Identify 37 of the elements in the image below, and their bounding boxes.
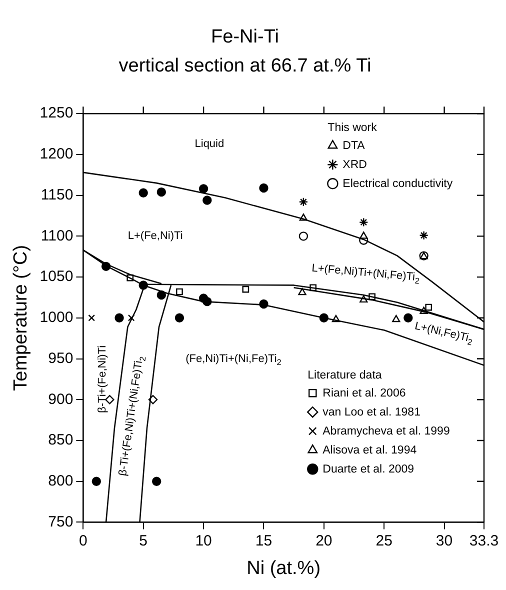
annotation: β-Ti+(Fe,Ni)Ti <box>96 345 108 413</box>
annotation: This work <box>328 122 378 134</box>
y-axis-title: Temperature (°C) <box>10 244 32 391</box>
chart-subtitle: vertical section at 66.7 at.% Ti <box>118 55 372 76</box>
annotation: L+(Fe,Ni)Ti <box>128 230 183 242</box>
y-tick-label: 1100 <box>40 227 74 244</box>
x-tick-label: 33.3 <box>469 532 499 550</box>
annotation: Liquid <box>194 138 224 150</box>
legend-label: Alisova et al. 1994 <box>322 444 418 456</box>
legend-label: Abramycheva et al. 1999 <box>322 425 450 438</box>
y-tick-label: 850 <box>48 432 74 449</box>
legend-label: Riani et al. 2006 <box>322 387 406 400</box>
x-tick-label: 30 <box>436 532 453 550</box>
y-tick-label: 1000 <box>40 309 74 326</box>
x-tick-label: 25 <box>376 532 392 550</box>
legend-label: XRD <box>342 158 367 171</box>
x-tick-label: 5 <box>139 532 148 550</box>
y-tick-label: 800 <box>48 472 74 490</box>
x-tick-label: 15 <box>255 532 272 550</box>
y-tick-label: 1250 <box>40 104 74 122</box>
y-tick-label: 950 <box>48 350 74 367</box>
legend-label: DTA <box>342 140 366 152</box>
chart-title: Fe-Ni-Ti <box>211 26 279 48</box>
y-tick-label: 1200 <box>40 146 74 163</box>
x-tick-label: 20 <box>316 532 332 550</box>
legend-label: Electrical conductivity <box>342 178 453 190</box>
y-tick-label: 750 <box>48 513 74 530</box>
legend-label: Duarte et al. 2009 <box>322 463 414 476</box>
y-tick-label: 1150 <box>40 186 74 204</box>
y-tick-label: 1050 <box>40 268 74 286</box>
legend-label: van Loo et al. 1981 <box>322 406 420 418</box>
x-axis-title: Ni (at.%) <box>246 558 321 579</box>
y-tick-label: 900 <box>48 390 74 408</box>
x-tick-label: 10 <box>195 532 212 550</box>
annotation: Literature data <box>308 369 382 382</box>
x-tick-label: 0 <box>78 532 88 550</box>
annotation: L+(Fe,Ni)Ti+(Ni,Fe)Ti2 <box>311 262 420 286</box>
